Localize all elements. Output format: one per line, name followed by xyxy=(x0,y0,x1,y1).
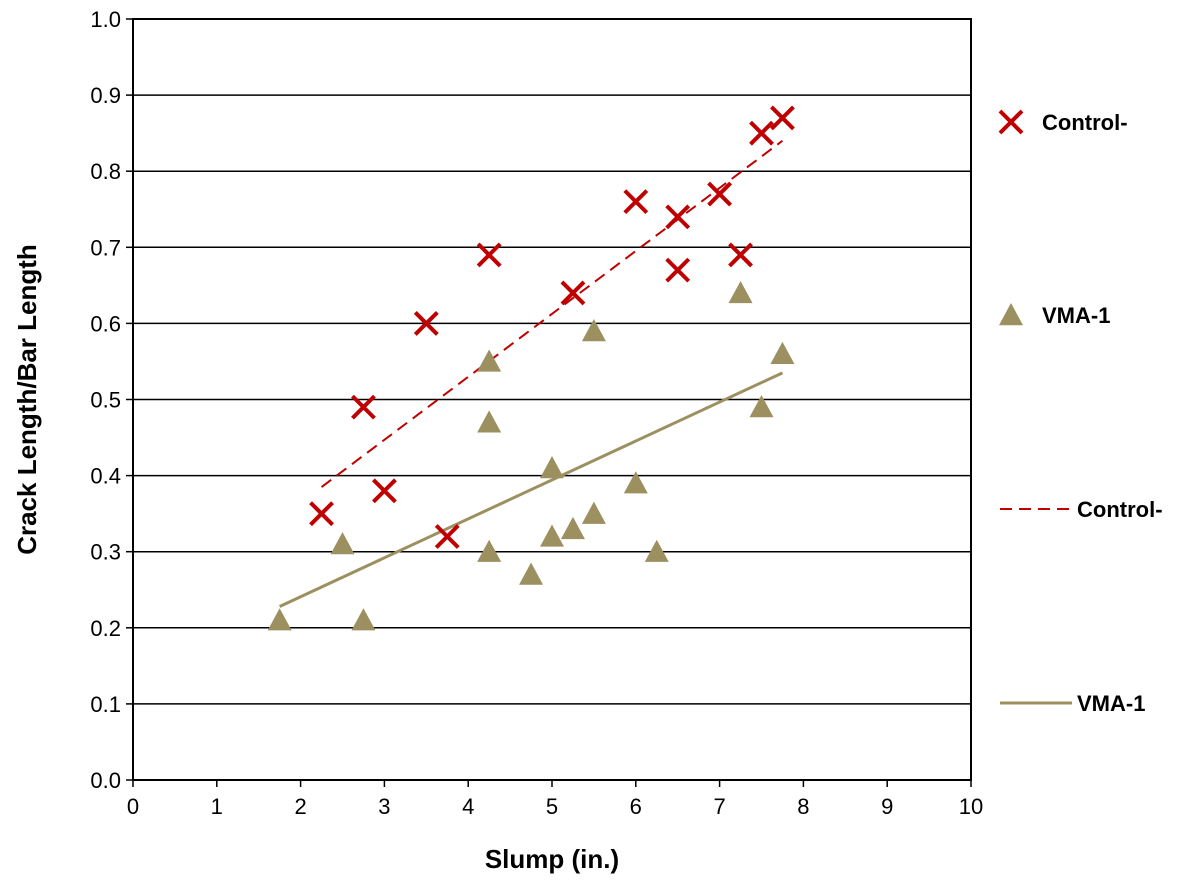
x-tick-label: 2 xyxy=(294,794,306,819)
x-marker xyxy=(625,191,647,213)
y-tick-label: 0.0 xyxy=(90,768,121,793)
triangle-marker xyxy=(477,540,501,562)
y-tick-label: 0.9 xyxy=(90,83,121,108)
x-marker xyxy=(751,122,773,144)
triangle-marker xyxy=(561,517,585,539)
triangle-marker xyxy=(624,471,648,493)
x-marker xyxy=(373,480,395,502)
x-tick-label: 8 xyxy=(797,794,809,819)
legend-entry-1: VMA-1 xyxy=(999,303,1110,328)
x-marker xyxy=(667,206,689,228)
trendlines xyxy=(280,141,783,607)
legend-entry-0: Control- xyxy=(1000,110,1128,135)
x-marker xyxy=(311,503,333,525)
x-tick-label: 6 xyxy=(630,794,642,819)
x-marker xyxy=(667,259,689,281)
x-tick-label: 10 xyxy=(959,794,983,819)
x-tick-label: 4 xyxy=(462,794,474,819)
x-tick-label: 0 xyxy=(127,794,139,819)
triangle-marker xyxy=(999,303,1023,325)
x-axis-ticks: 0 1 2 3 4 5 6 7 8 9 10 xyxy=(127,780,983,819)
triangle-marker xyxy=(770,342,794,364)
y-axis-title: Crack Length/Bar Length xyxy=(12,244,42,555)
grid-lines xyxy=(133,19,971,780)
legend: Control- VMA-1 Control- VMA-1 xyxy=(999,110,1163,716)
y-tick-label: 1.0 xyxy=(90,7,121,32)
triangle-marker xyxy=(519,563,543,585)
triangle-marker xyxy=(351,608,375,630)
x-marker xyxy=(771,107,793,129)
triangle-marker xyxy=(645,540,669,562)
x-tick-label: 1 xyxy=(211,794,223,819)
legend-label: Control- xyxy=(1042,110,1128,135)
triangle-marker xyxy=(729,281,753,303)
series-vma-1 xyxy=(268,281,795,630)
legend-label: Control- xyxy=(1077,497,1163,522)
x-marker xyxy=(709,183,731,205)
y-tick-label: 0.8 xyxy=(90,159,121,184)
legend-label: VMA-1 xyxy=(1042,303,1110,328)
triangle-marker xyxy=(331,532,355,554)
triangle-marker xyxy=(582,319,606,341)
triangle-marker xyxy=(477,410,501,432)
x-tick-label: 3 xyxy=(378,794,390,819)
triangle-marker xyxy=(540,456,564,478)
y-tick-label: 0.4 xyxy=(90,464,121,489)
y-tick-label: 0.5 xyxy=(90,388,121,413)
triangle-marker xyxy=(477,349,501,371)
x-tick-label: 5 xyxy=(546,794,558,819)
y-tick-label: 0.6 xyxy=(90,311,121,336)
x-marker xyxy=(1000,111,1022,133)
y-tick-label: 0.3 xyxy=(90,540,121,565)
triangle-marker xyxy=(540,524,564,546)
legend-label: VMA-1 xyxy=(1077,691,1145,716)
legend-entry-3: VMA-1 xyxy=(1000,691,1145,716)
y-tick-label: 0.1 xyxy=(90,692,121,717)
triangle-marker xyxy=(750,395,774,417)
y-tick-label: 0.2 xyxy=(90,616,121,641)
x-tick-label: 7 xyxy=(713,794,725,819)
y-tick-label: 0.7 xyxy=(90,235,121,260)
legend-entry-2: Control- xyxy=(1000,497,1163,522)
triangle-marker xyxy=(582,502,606,524)
triangle-marker xyxy=(268,608,292,630)
trendline-0 xyxy=(322,141,783,487)
y-axis-ticks: 0.0 0.1 0.2 0.3 0.4 0.5 0.6 0.7 0.8 0.9 1.0 xyxy=(90,7,133,793)
x-axis-title: Slump (in.) xyxy=(485,844,619,874)
x-tick-label: 9 xyxy=(881,794,893,819)
